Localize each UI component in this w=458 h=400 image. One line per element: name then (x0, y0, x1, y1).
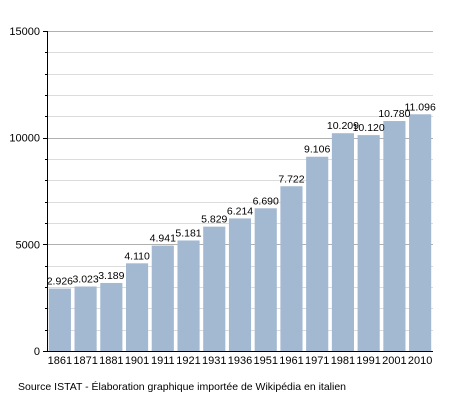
bar-1991 (357, 135, 380, 351)
bar-1901 (126, 263, 149, 351)
bar-2001 (383, 121, 406, 351)
data-label-1921: 5.181 (175, 227, 201, 239)
axes (43, 31, 433, 352)
x-tick-label-1871: 1871 (73, 355, 97, 367)
bar-1861 (48, 288, 71, 351)
x-tick-label-1971: 1971 (305, 355, 329, 367)
data-label-1931: 5.829 (201, 214, 227, 226)
data-label-1901: 4.110 (124, 250, 150, 262)
bar-1936 (228, 218, 252, 351)
data-label-1961: 7.722 (278, 173, 304, 185)
data-label-2001: 10.780 (378, 108, 410, 120)
x-tick-label-2010: 2010 (408, 355, 432, 367)
bar-1961 (280, 186, 303, 351)
x-tick-label-1981: 1981 (331, 355, 355, 367)
bar-2010 (409, 114, 432, 351)
bar-1951 (254, 208, 277, 351)
bar-1881 (100, 282, 123, 351)
y-tick-label-0: 0 (34, 346, 40, 358)
x-tick-label-1911: 1911 (151, 355, 175, 367)
x-tick-label-1931: 1931 (202, 355, 226, 367)
labels: 2.926 1861 3.023 1871 3.189 1881 4.110 1901 4.94… (9, 26, 436, 367)
data-label-1971: 9.106 (304, 144, 330, 156)
x-tick-label-1951: 1951 (253, 355, 277, 367)
data-label-1951: 6.690 (253, 195, 279, 207)
data-label-1911: 4.941 (150, 233, 176, 245)
x-tick-label-1861: 1861 (48, 355, 72, 367)
data-label-1881: 3.189 (98, 270, 124, 282)
x-tick-label-1936: 1936 (228, 355, 252, 367)
data-label-2010: 11.096 (404, 101, 435, 113)
x-tick-label-1991: 1991 (356, 355, 380, 367)
bars (48, 114, 432, 351)
data-label-1981: 10.209 (327, 120, 359, 132)
bar-1871 (74, 286, 97, 351)
y-tick-label-15000: 15000 (9, 26, 40, 38)
y-tick-label-5000: 5000 (16, 239, 40, 251)
data-label-1936: 6.214 (227, 205, 253, 217)
data-label-1991: 10.120 (353, 122, 385, 134)
x-tick-label-1881: 1881 (99, 355, 123, 367)
bar-1971 (306, 156, 329, 351)
x-tick-label-1921: 1921 (176, 355, 200, 367)
bar-1931 (203, 226, 226, 351)
x-tick-label-1901: 1901 (125, 355, 149, 367)
source-caption: Source ISTAT - Élaboration graphique imp… (18, 381, 347, 393)
bar-1911 (151, 245, 174, 351)
bar-1921 (177, 240, 200, 351)
x-tick-label-2001: 2001 (382, 355, 406, 367)
bar-1981 (331, 133, 354, 351)
data-label-1861: 2.926 (47, 276, 73, 288)
y-tick-label-10000: 10000 (9, 133, 40, 145)
data-label-1871: 3.023 (72, 274, 98, 286)
x-tick-label-1961: 1961 (279, 355, 303, 367)
